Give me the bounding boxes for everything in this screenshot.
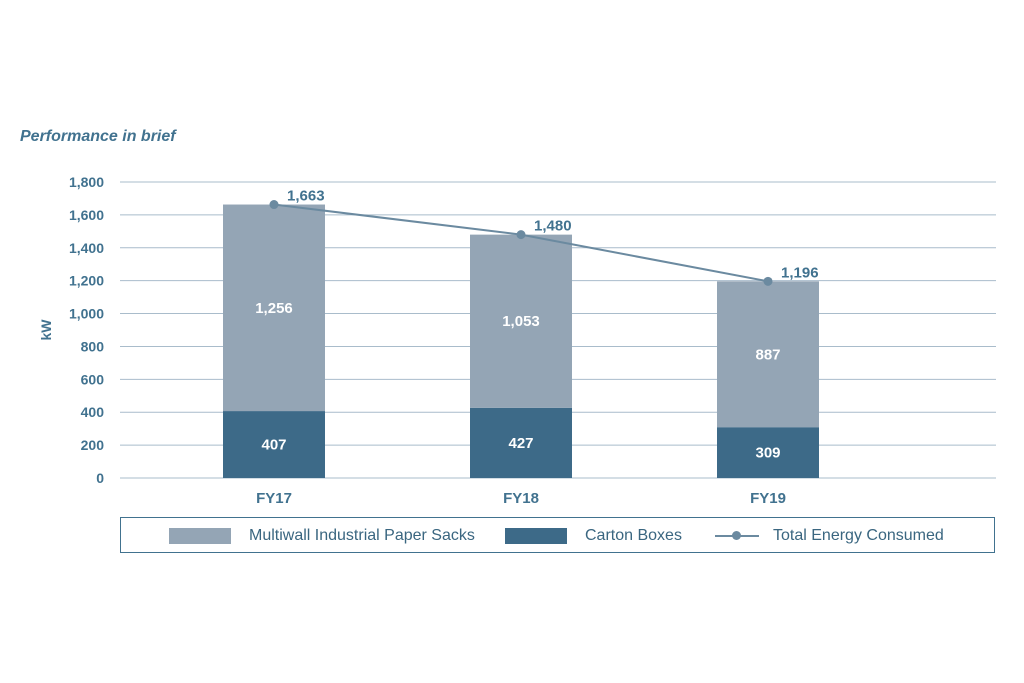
x-tick-label: FY18 — [503, 490, 539, 507]
y-tick-label: 1,400 — [69, 240, 104, 256]
legend-label-paper-sacks: Multiwall Industrial Paper Sacks — [249, 527, 475, 544]
bar-carton-boxes — [717, 427, 819, 478]
data-label-carton-boxes: 427 — [508, 435, 533, 452]
bar-paper-sacks — [223, 204, 325, 412]
data-label-paper-sacks: 1,256 — [255, 300, 293, 317]
point-total-energy — [763, 276, 773, 286]
x-tick-label: FY19 — [750, 490, 786, 507]
bar-carton-boxes — [223, 411, 325, 478]
point-total-energy — [269, 200, 279, 210]
data-label-total-energy: 1,196 — [781, 264, 819, 281]
y-axis-label: kW — [38, 319, 54, 341]
y-tick-label: 1,200 — [69, 273, 104, 289]
chart-title: Performance in brief — [20, 128, 176, 145]
y-tick-label: 1,000 — [69, 306, 104, 322]
bar-paper-sacks — [717, 281, 819, 428]
legend: Multiwall Industrial Paper Sacks Carton … — [120, 517, 995, 553]
y-tick-label: 800 — [81, 338, 105, 354]
y-tick-label: 1,600 — [69, 207, 104, 223]
data-label-total-energy: 1,480 — [534, 218, 572, 235]
y-tick-label: 600 — [81, 371, 105, 387]
legend-label-carton-boxes: Carton Boxes — [585, 527, 682, 544]
legend-line-icon — [715, 528, 759, 544]
data-label-carton-boxes: 309 — [755, 445, 780, 462]
legend-item-total-energy: Total Energy Consumed — [715, 518, 944, 554]
data-label-carton-boxes: 407 — [261, 437, 286, 454]
legend-label-total-energy: Total Energy Consumed — [773, 527, 944, 544]
bar-paper-sacks — [470, 234, 572, 408]
point-total-energy — [516, 230, 526, 240]
data-label-paper-sacks: 887 — [755, 346, 780, 363]
bar-carton-boxes — [470, 407, 572, 478]
legend-swatch-carton-boxes — [505, 528, 567, 544]
legend-item-carton-boxes: Carton Boxes — [505, 518, 682, 554]
legend-item-paper-sacks: Multiwall Industrial Paper Sacks — [169, 518, 475, 554]
y-tick-label: 400 — [81, 404, 105, 420]
data-label-total-energy: 1,663 — [287, 188, 325, 205]
y-tick-label: 1,800 — [69, 174, 104, 190]
legend-swatch-paper-sacks — [169, 528, 231, 544]
y-tick-label: 0 — [96, 470, 104, 486]
x-tick-label: FY17 — [256, 490, 292, 507]
y-tick-label: 200 — [81, 437, 105, 453]
data-label-paper-sacks: 1,053 — [502, 313, 540, 330]
